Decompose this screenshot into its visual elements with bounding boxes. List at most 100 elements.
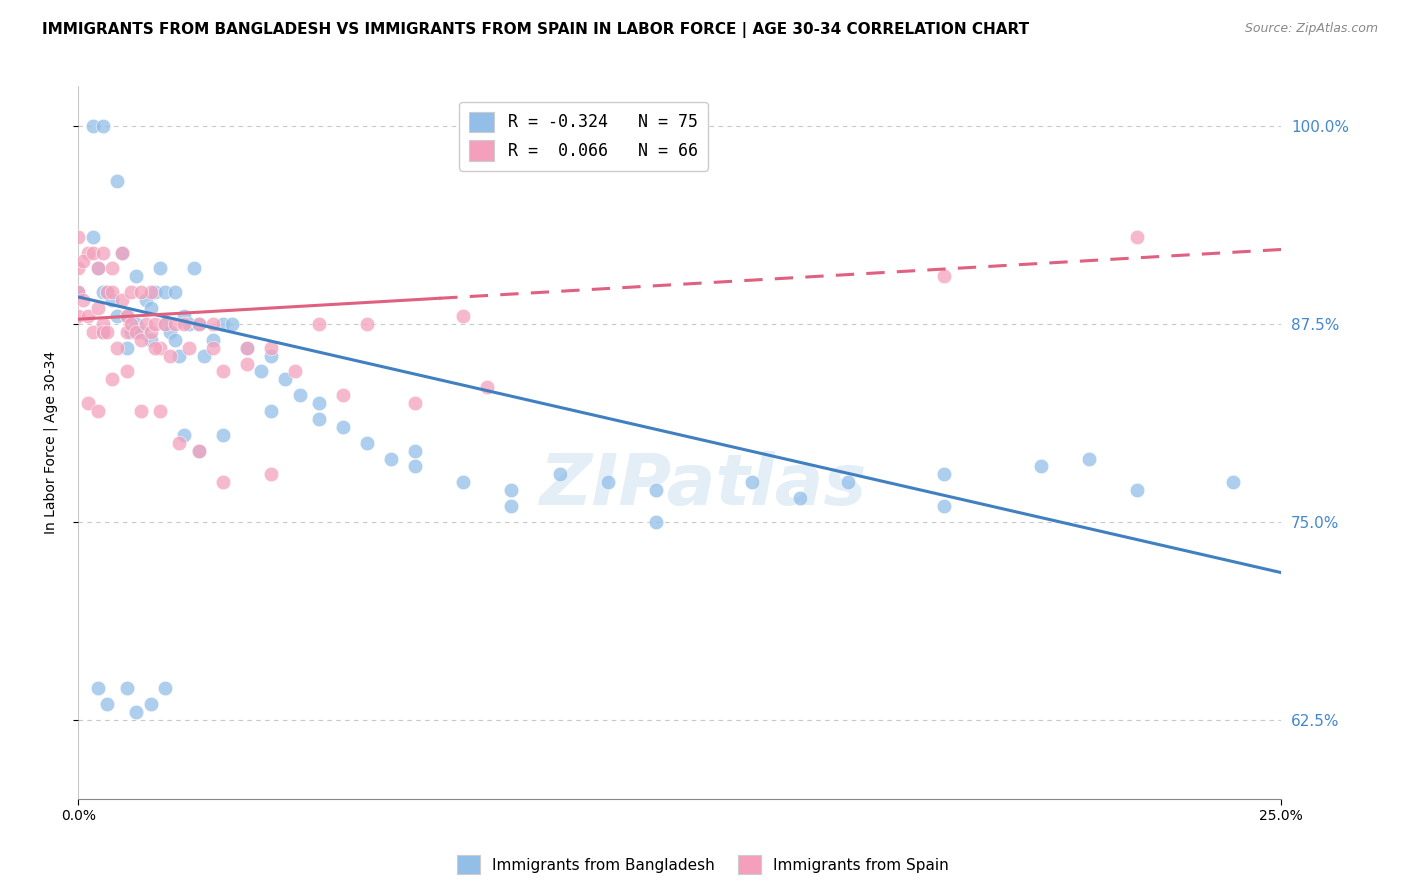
Point xyxy=(163,317,186,331)
Point xyxy=(260,467,283,482)
Point xyxy=(67,261,90,276)
Point xyxy=(548,467,571,482)
Point xyxy=(236,341,259,355)
Point xyxy=(789,491,811,505)
Point xyxy=(149,404,172,418)
Point xyxy=(111,293,134,308)
Point xyxy=(288,388,311,402)
Point xyxy=(105,341,128,355)
Point xyxy=(86,261,108,276)
Point xyxy=(139,285,162,300)
Point xyxy=(308,396,330,410)
Point xyxy=(115,309,138,323)
Point xyxy=(177,341,200,355)
Point xyxy=(1126,483,1149,498)
Point xyxy=(211,317,233,331)
Point xyxy=(67,285,90,300)
Point xyxy=(111,245,134,260)
Point xyxy=(202,317,225,331)
Point xyxy=(91,285,114,300)
Point xyxy=(202,333,225,347)
Point xyxy=(115,364,138,378)
Point xyxy=(260,341,283,355)
Point xyxy=(82,325,104,339)
Point xyxy=(236,357,259,371)
Point xyxy=(82,119,104,133)
Point xyxy=(139,333,162,347)
Point xyxy=(135,317,157,331)
Point xyxy=(163,285,186,300)
Point xyxy=(145,317,167,331)
Point xyxy=(644,515,666,529)
Point xyxy=(67,229,90,244)
Point xyxy=(169,349,191,363)
Point xyxy=(120,317,142,331)
Point xyxy=(149,341,172,355)
Point xyxy=(86,301,108,315)
Point xyxy=(67,285,90,300)
Point xyxy=(274,372,297,386)
Point xyxy=(159,325,181,339)
Point xyxy=(96,285,118,300)
Point xyxy=(91,245,114,260)
Point xyxy=(173,427,195,442)
Point xyxy=(1222,475,1244,490)
Point xyxy=(129,333,152,347)
Point xyxy=(101,293,124,308)
Point xyxy=(356,317,378,331)
Point xyxy=(308,317,330,331)
Point xyxy=(129,285,152,300)
Point xyxy=(115,341,138,355)
Point xyxy=(105,309,128,323)
Point xyxy=(77,245,100,260)
Point xyxy=(91,325,114,339)
Point xyxy=(453,309,475,323)
Point xyxy=(91,325,114,339)
Point xyxy=(86,261,108,276)
Point xyxy=(139,301,162,315)
Point xyxy=(105,174,128,188)
Point xyxy=(120,285,142,300)
Point xyxy=(260,404,283,418)
Point xyxy=(125,705,148,719)
Point xyxy=(67,309,90,323)
Point xyxy=(159,349,181,363)
Point xyxy=(934,467,956,482)
Legend: R = -0.324   N = 75, R =  0.066   N = 66: R = -0.324 N = 75, R = 0.066 N = 66 xyxy=(460,102,707,171)
Point xyxy=(187,317,209,331)
Point xyxy=(125,317,148,331)
Point xyxy=(153,285,176,300)
Point xyxy=(934,499,956,513)
Point xyxy=(149,261,172,276)
Point xyxy=(187,443,209,458)
Point xyxy=(145,341,167,355)
Point xyxy=(86,681,108,696)
Point xyxy=(501,483,523,498)
Point xyxy=(356,435,378,450)
Point xyxy=(187,443,209,458)
Legend: Immigrants from Bangladesh, Immigrants from Spain: Immigrants from Bangladesh, Immigrants f… xyxy=(451,849,955,880)
Point xyxy=(477,380,499,394)
Point xyxy=(82,245,104,260)
Point xyxy=(153,317,176,331)
Point xyxy=(187,317,209,331)
Point xyxy=(101,285,124,300)
Text: Source: ZipAtlas.com: Source: ZipAtlas.com xyxy=(1244,22,1378,36)
Point xyxy=(404,459,426,474)
Point xyxy=(284,364,307,378)
Point xyxy=(236,341,259,355)
Point xyxy=(404,443,426,458)
Point xyxy=(82,229,104,244)
Point xyxy=(221,317,243,331)
Point xyxy=(129,325,152,339)
Point xyxy=(139,325,162,339)
Point xyxy=(1029,459,1052,474)
Point xyxy=(111,245,134,260)
Point xyxy=(1126,229,1149,244)
Point xyxy=(404,396,426,410)
Point xyxy=(153,681,176,696)
Point xyxy=(96,325,118,339)
Point xyxy=(72,293,94,308)
Point xyxy=(173,317,195,331)
Point xyxy=(115,309,138,323)
